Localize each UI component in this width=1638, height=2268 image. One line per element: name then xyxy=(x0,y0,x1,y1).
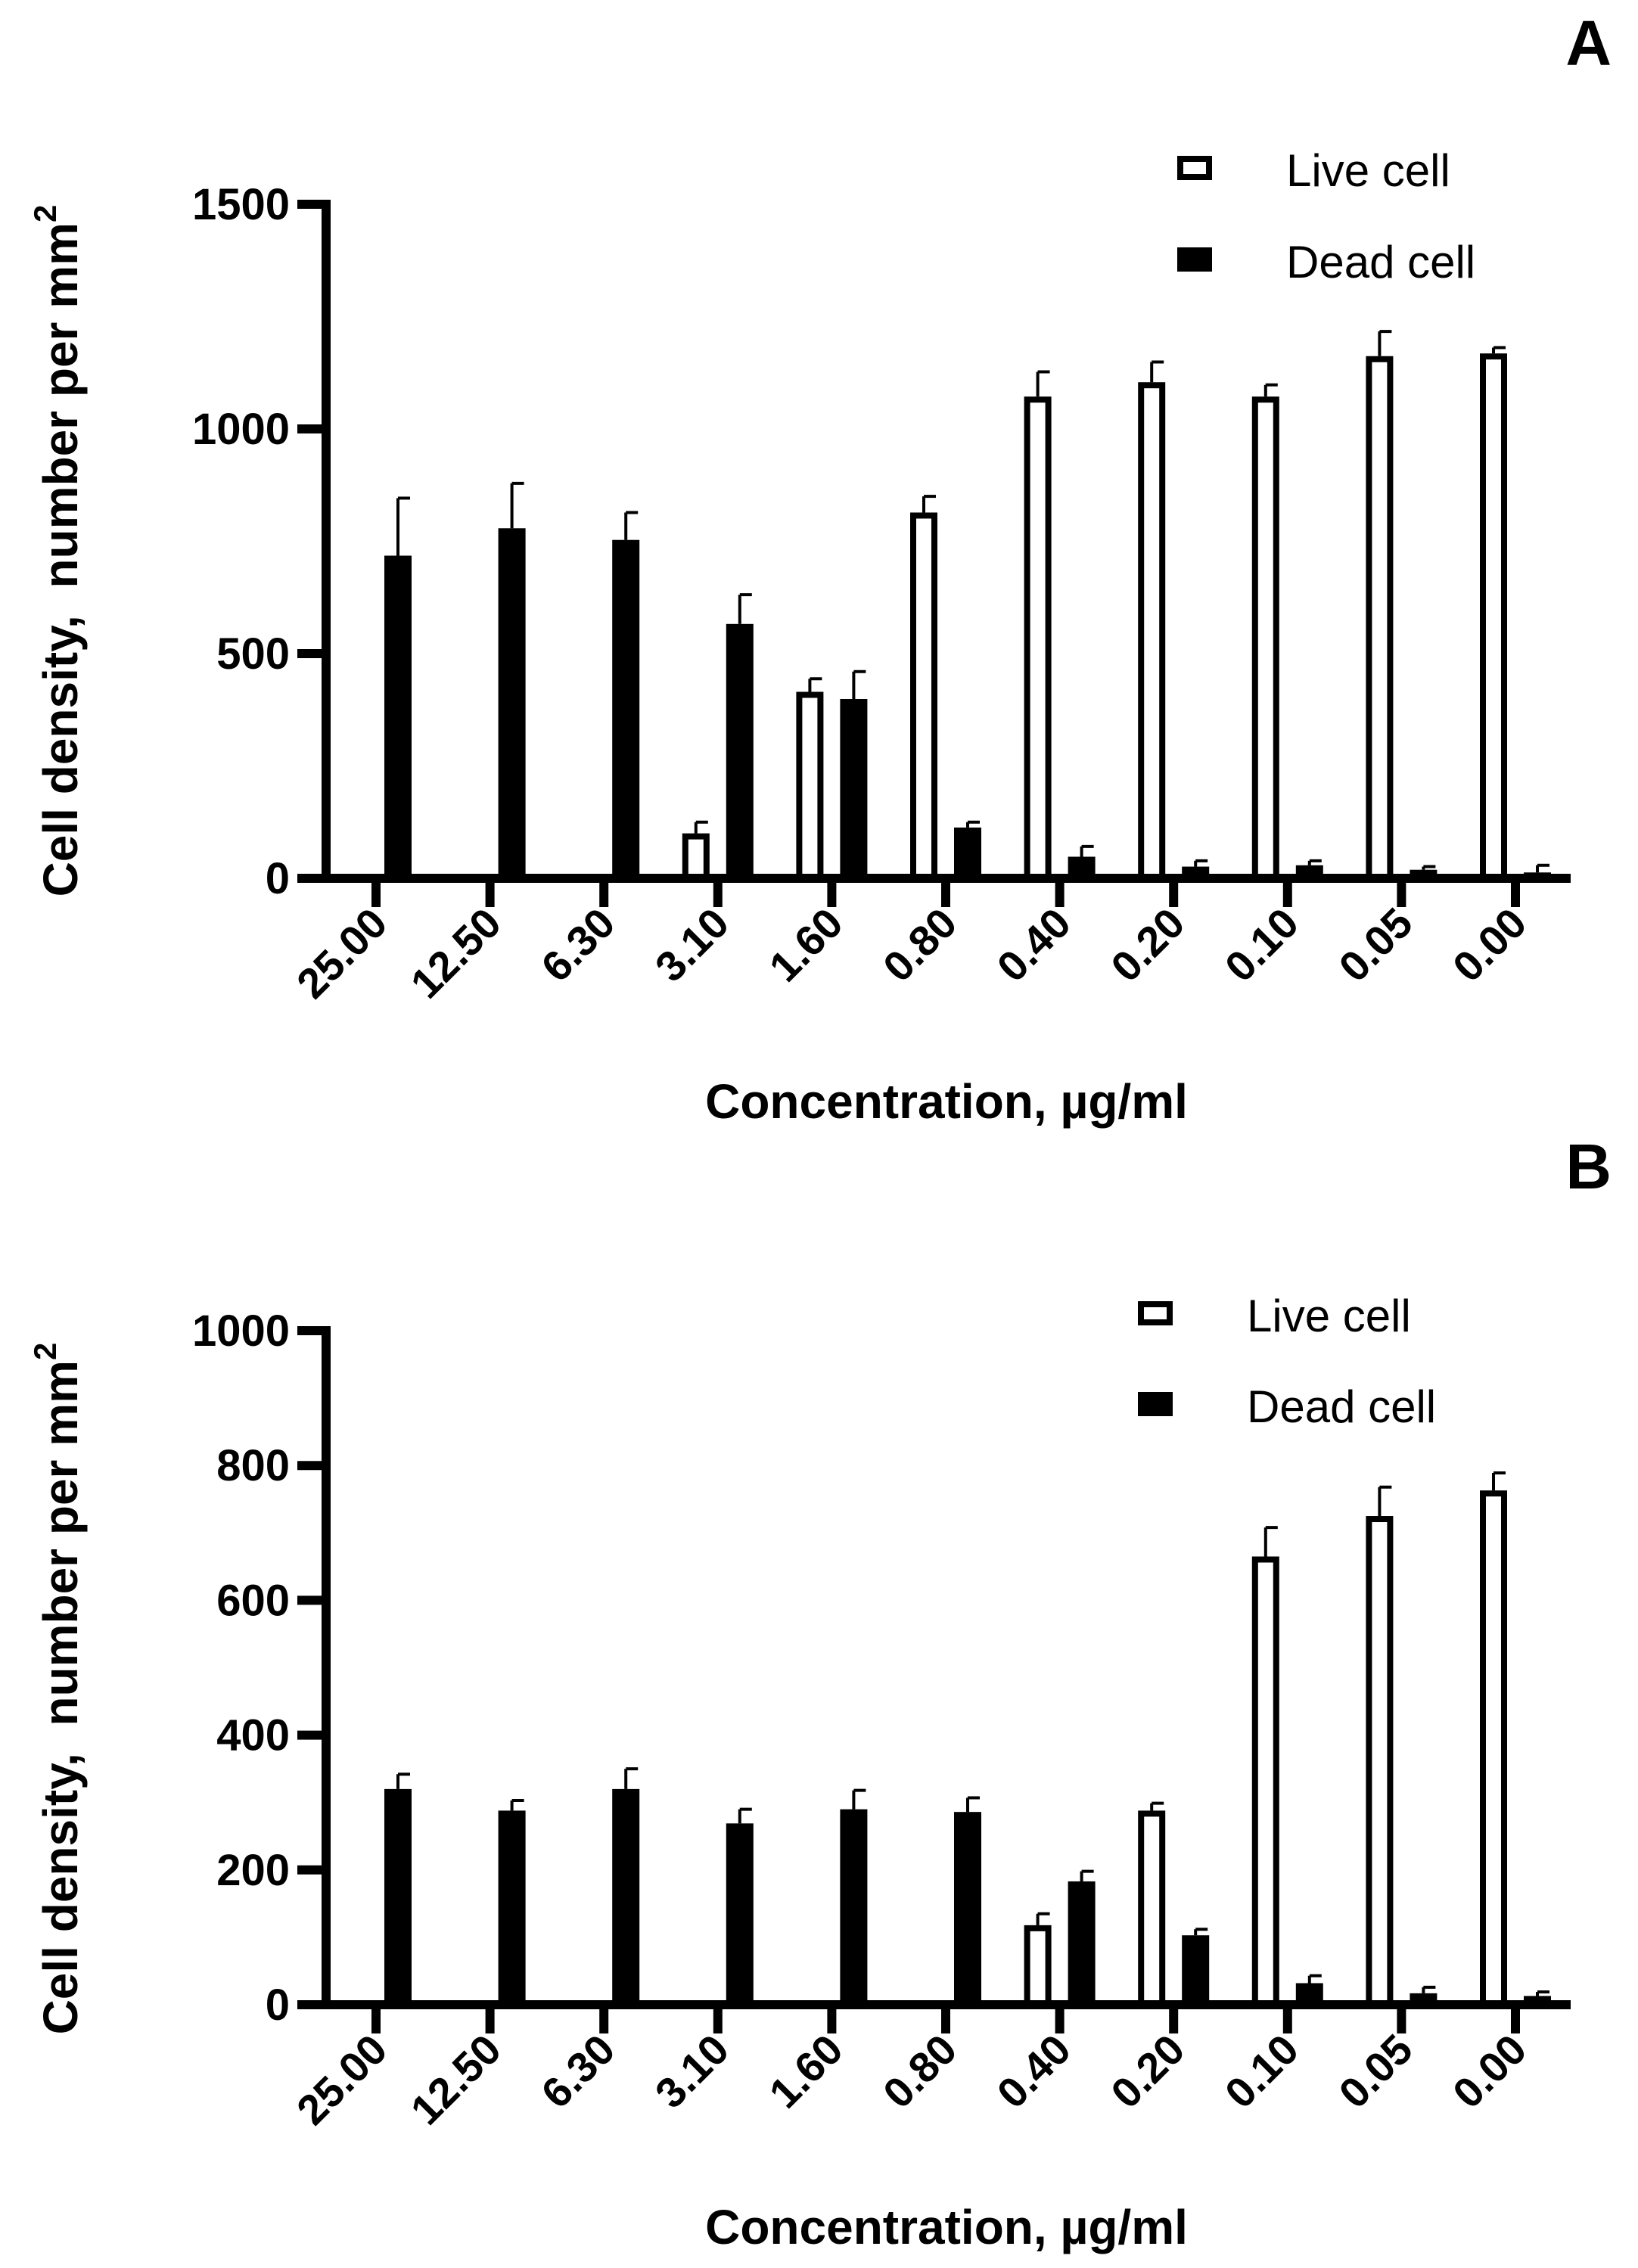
y-tick-label: 200 xyxy=(216,1846,290,1895)
y-tick-label: 0 xyxy=(266,1981,290,2030)
y-axis-label-superscript: 2 xyxy=(27,205,63,222)
y-tick-label: 600 xyxy=(216,1576,290,1625)
y-tick-label: 500 xyxy=(216,629,290,679)
bar-live-0.20 xyxy=(1138,1810,1166,2009)
x-axis-label: Concentration, µg/ml xyxy=(705,1074,1188,1129)
x-tick-label: 0.00 xyxy=(1444,899,1536,991)
bar-live-0.20 xyxy=(1138,382,1166,881)
x-tick-label: 0.40 xyxy=(987,899,1080,991)
panel-B: B 0 200 400 600 800 1000 25.00 12.50 6.30 3.10 1.60… xyxy=(27,1131,1612,2254)
y-axis-label-text: Cell density, number per mm xyxy=(33,1360,88,2034)
y-tick-label: 0 xyxy=(266,854,290,903)
legend-swatch-live xyxy=(1138,1301,1173,1325)
bar-dead-3.10 xyxy=(726,1823,754,2005)
legend-label: Dead cell xyxy=(1247,1381,1436,1432)
x-tick-label: 0.20 xyxy=(1102,2025,1194,2117)
bar-dead-0.20 xyxy=(1182,1935,1210,2005)
y-axis-label-text: Cell density, number per mm xyxy=(33,222,88,896)
legend-swatch-dead xyxy=(1138,1392,1173,1416)
legend-swatch-live xyxy=(1177,156,1212,180)
x-tick-label: 6.30 xyxy=(532,899,624,991)
y-axis-label: Cell density, number per mm2 xyxy=(27,205,88,897)
bar-live-0.10 xyxy=(1251,396,1279,881)
bar-dead-0.80 xyxy=(954,1812,981,2005)
x-tick-label: 25.00 xyxy=(288,2025,396,2134)
legend-label: Dead cell xyxy=(1286,237,1475,287)
x-tick-label: 0.10 xyxy=(1216,899,1308,991)
legend-label: Live cell xyxy=(1247,1291,1411,1341)
x-tick-label: 12.50 xyxy=(401,2025,510,2134)
panel-label: B xyxy=(1565,1131,1612,1202)
bar-dead-12.50 xyxy=(498,1810,526,2005)
bar-live-0.40 xyxy=(1024,396,1052,881)
bar-dead-0.80 xyxy=(954,827,981,878)
y-tick-label: 1000 xyxy=(192,405,290,454)
y-axis-label-superscript: 2 xyxy=(27,1343,63,1360)
y-tick-label: 1000 xyxy=(192,1306,290,1356)
bar-dead-6.30 xyxy=(612,1788,640,2005)
bar-dead-1.60 xyxy=(840,698,868,878)
x-tick-label: 0.05 xyxy=(1329,2025,1422,2117)
bar-dead-0.40 xyxy=(1068,1881,1096,2005)
x-tick-label: 1.60 xyxy=(760,899,852,991)
panel-label: A xyxy=(1565,8,1612,79)
bar-live-0.10 xyxy=(1251,1556,1279,2009)
y-axis-label: Cell density, number per mm2 xyxy=(27,1343,88,2035)
bar-live-0.00 xyxy=(1480,353,1507,881)
x-tick-label: 0.10 xyxy=(1216,2025,1308,2117)
y-tick-label: 400 xyxy=(216,1711,290,1760)
x-tick-label: 3.10 xyxy=(646,2025,738,2117)
y-tick-label: 800 xyxy=(216,1441,290,1490)
bar-dead-3.10 xyxy=(726,623,754,878)
x-tick-label: 6.30 xyxy=(532,2025,624,2117)
bar-live-3.10 xyxy=(682,833,710,881)
bar-live-0.80 xyxy=(910,512,937,881)
bar-live-0.05 xyxy=(1366,356,1394,882)
x-tick-label: 0.00 xyxy=(1444,2025,1536,2117)
x-tick-label: 3.10 xyxy=(646,899,738,991)
x-axis-label: Concentration, µg/ml xyxy=(705,2200,1188,2254)
y-tick-label: 1500 xyxy=(192,180,290,229)
x-tick-label: 0.40 xyxy=(987,2025,1080,2117)
bar-dead-25.00 xyxy=(384,1788,412,2005)
x-tick-label: 0.20 xyxy=(1102,899,1194,991)
bar-live-1.60 xyxy=(796,691,824,881)
bar-dead-25.00 xyxy=(384,555,412,878)
x-tick-label: 0.80 xyxy=(874,2025,966,2117)
x-tick-label: 0.80 xyxy=(874,899,966,991)
legend-swatch-dead xyxy=(1177,247,1212,272)
x-tick-label: 25.00 xyxy=(288,899,396,1008)
bar-dead-1.60 xyxy=(840,1809,868,2005)
bar-live-0.05 xyxy=(1366,1516,1394,2008)
bar-dead-6.30 xyxy=(612,539,640,878)
x-tick-label: 1.60 xyxy=(760,2025,852,2117)
bar-dead-12.50 xyxy=(498,528,526,878)
legend-label: Live cell xyxy=(1286,145,1450,196)
x-tick-label: 12.50 xyxy=(401,899,510,1008)
x-tick-label: 0.05 xyxy=(1329,899,1422,991)
bar-live-0.00 xyxy=(1480,1490,1507,2008)
bar-live-0.40 xyxy=(1024,1925,1052,2009)
